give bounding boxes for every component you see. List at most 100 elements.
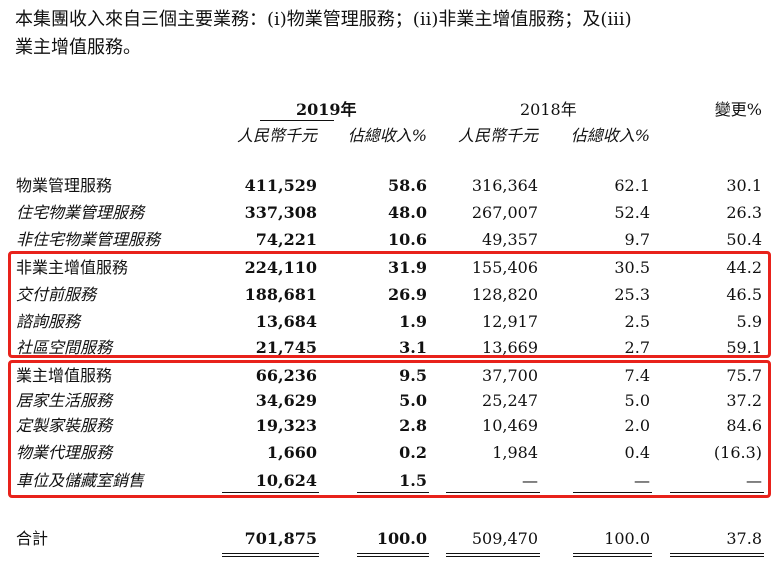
row-label: 交付前服務	[16, 285, 97, 304]
header-change: 變更%	[714, 100, 762, 119]
cell-2018-rmb: 267,007	[471, 203, 538, 222]
cell-change: 26.3	[726, 203, 762, 222]
cell-change: 44.2	[726, 258, 762, 277]
total-2019-pct: 100.0	[376, 529, 427, 548]
row-label: 居家生活服務	[16, 391, 113, 410]
header-year-2018: 2018年	[520, 100, 577, 119]
cell-2018-pct: 2.0	[624, 416, 650, 435]
cell-2018-rmb: 25,247	[482, 391, 538, 410]
table-row: 物業管理服務 411,529 58.6 316,364 62.1 30.1	[0, 172, 780, 199]
cell-2019-pct: 58.6	[388, 176, 427, 195]
cell-2018-rmb: 316,364	[471, 176, 538, 195]
header-unit-pct-2018: 佔總收入%	[570, 126, 650, 145]
cell-2019-rmb: 188,681	[244, 285, 317, 304]
total-2019-rmb: 701,875	[244, 529, 317, 548]
cell-change: 50.4	[726, 230, 762, 249]
cell-2018-rmb: 128,820	[471, 285, 538, 304]
row-label: 業主增值服務	[16, 366, 113, 385]
cell-2019-rmb: 66,236	[255, 366, 317, 385]
cell-2019-pct: 1.9	[399, 312, 427, 331]
total-label: 合計	[16, 529, 49, 548]
row-label: 諮詢服務	[16, 312, 81, 331]
header-unit-pct-2019: 佔總收入%	[347, 126, 427, 145]
table-row: 物業代理服務 1,660 0.2 1,984 0.4 (16.3)	[0, 439, 780, 466]
total-row: 合計 701,875 100.0 509,470 100.0 37.8	[0, 525, 780, 552]
cell-2019-rmb: 21,745	[255, 338, 317, 357]
cell-2018-pct: 62.1	[614, 176, 650, 195]
cell-2019-rmb: 337,308	[244, 203, 317, 222]
cell-2019-pct: 9.5	[399, 366, 427, 385]
row-label: 社區空間服務	[16, 338, 113, 357]
cell-2019-rmb: 1,660	[266, 443, 317, 462]
cell-2018-pct: 7.4	[624, 366, 650, 385]
table-row: 定製家裝服務 19,323 2.8 10,469 2.0 84.6	[0, 412, 780, 439]
cell-change: 75.7	[726, 366, 762, 385]
total-double-rule-2019-pct	[357, 553, 429, 557]
row-label: 車位及儲藏室銷售	[16, 471, 145, 490]
cell-2019-rmb: 74,221	[255, 230, 317, 249]
intro-paragraph: 本集團收入來自三個主要業務：(i)物業管理服務；(ii)非業主增值服務；及(ii…	[15, 6, 775, 62]
total-double-rule-2018-pct	[573, 553, 652, 557]
cell-2018-pct: 0.4	[624, 443, 650, 462]
cell-2018-rmb: —	[522, 471, 538, 490]
cell-change: 59.1	[726, 338, 762, 357]
cell-2019-pct: 2.8	[399, 416, 427, 435]
cell-2018-rmb: 12,917	[482, 312, 538, 331]
cell-2018-pct: 25.3	[614, 285, 650, 304]
header-year-2019: 2019年	[296, 100, 357, 119]
cell-2019-pct: 5.0	[399, 391, 427, 410]
cell-2019-rmb: 224,110	[244, 258, 317, 277]
cell-2018-rmb: 155,406	[471, 258, 538, 277]
subtotal-rule-2019-rmb	[222, 492, 319, 493]
header-unit-rmb-2019: 人民幣千元	[236, 126, 317, 145]
cell-2019-rmb: 19,323	[255, 416, 317, 435]
table-row: 車位及儲藏室銷售 10,624 1.5 — — —	[0, 467, 780, 494]
cell-change: —	[746, 471, 762, 490]
cell-2018-pct: 2.5	[624, 312, 650, 331]
table-row: 住宅物業管理服務 337,308 48.0 267,007 52.4 26.3	[0, 199, 780, 226]
row-label: 住宅物業管理服務	[16, 203, 145, 222]
total-double-rule-change	[670, 553, 764, 557]
cell-2019-rmb: 13,684	[255, 312, 317, 331]
total-double-rule-2018-rmb	[446, 553, 540, 557]
total-double-rule-2019-rmb	[222, 553, 319, 557]
cell-2019-pct: 3.1	[399, 338, 427, 357]
subtotal-rule-2018-rmb	[446, 492, 540, 493]
subtotal-rule-2018-pct	[573, 492, 652, 493]
table-row: 社區空間服務 21,745 3.1 13,669 2.7 59.1	[0, 334, 780, 361]
header-unit-rmb-2018: 人民幣千元	[457, 126, 538, 145]
cell-2019-rmb: 10,624	[255, 471, 317, 490]
cell-2018-pct: 5.0	[624, 391, 650, 410]
cell-2018-pct: —	[634, 471, 650, 490]
cell-2019-pct: 31.9	[388, 258, 427, 277]
subtotal-rule-2019-pct	[357, 492, 429, 493]
cell-2018-rmb: 13,669	[482, 338, 538, 357]
cell-2018-rmb: 49,357	[482, 230, 538, 249]
cell-2018-rmb: 37,700	[482, 366, 538, 385]
cell-2019-pct: 0.2	[399, 443, 427, 462]
row-label: 非住宅物業管理服務	[16, 230, 161, 249]
row-label: 物業管理服務	[16, 176, 113, 195]
cell-2018-pct: 2.7	[624, 338, 650, 357]
row-label: 定製家裝服務	[16, 416, 113, 435]
cell-2018-pct: 30.5	[614, 258, 650, 277]
cell-2018-pct: 9.7	[624, 230, 650, 249]
cell-change: 84.6	[726, 416, 762, 435]
cell-2019-pct: 48.0	[388, 203, 427, 222]
table-row: 業主增值服務 66,236 9.5 37,700 7.4 75.7	[0, 362, 780, 389]
cell-change: 5.9	[736, 312, 762, 331]
cell-2018-pct: 52.4	[614, 203, 650, 222]
table-row: 交付前服務 188,681 26.9 128,820 25.3 46.5	[0, 281, 780, 308]
table-row: 非業主增值服務 224,110 31.9 155,406 30.5 44.2	[0, 254, 780, 281]
total-2018-rmb: 509,470	[471, 529, 538, 548]
cell-change: (16.3)	[713, 443, 762, 462]
cell-2019-rmb: 411,529	[244, 176, 317, 195]
cell-2019-pct: 26.9	[388, 285, 427, 304]
table-row: 非住宅物業管理服務 74,221 10.6 49,357 9.7 50.4	[0, 226, 780, 253]
subtotal-rule-change	[670, 492, 764, 493]
cell-change: 30.1	[726, 176, 762, 195]
table-row: 諮詢服務 13,684 1.9 12,917 2.5 5.9	[0, 308, 780, 335]
cell-2018-rmb: 1,984	[492, 443, 538, 462]
cell-change: 46.5	[726, 285, 762, 304]
header-rule-2019	[260, 120, 334, 121]
